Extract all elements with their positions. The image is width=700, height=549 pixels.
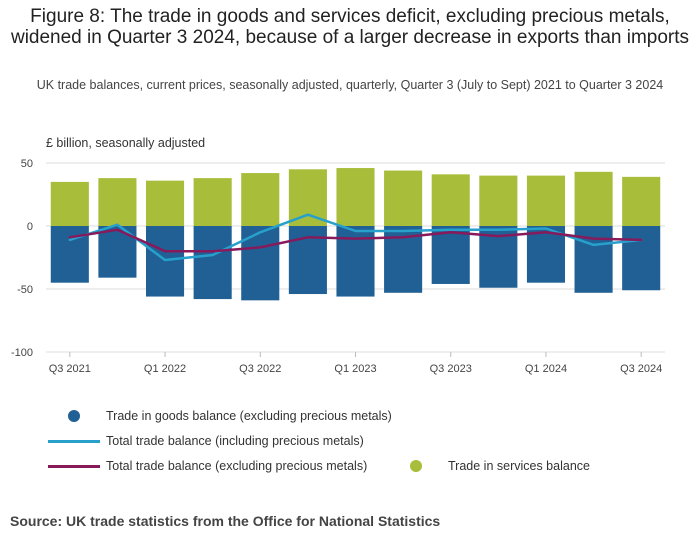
series-lines [68,213,643,262]
legend-swatch-services [410,460,422,472]
bar-services [50,181,89,226]
x-tick-label: Q3 2022 [239,363,281,375]
x-axis-ticks: Q3 2021 Q1 2022 Q3 2022 Q1 2023 Q3 2023 Q1 20… [49,352,662,375]
legend-item-total-incl: Total trade balance (including precious … [48,434,364,448]
bar-goods [526,226,566,283]
legend-swatch-total-incl [48,439,100,443]
bar-services [574,171,613,226]
legend-swatch-total-excl [48,464,100,468]
bar-services [622,176,661,226]
legend-item-services: Trade in services balance [410,459,590,473]
legend-label-goods: Trade in goods balance (excluding precio… [106,409,392,423]
y-tick-label: 50 [21,158,33,170]
x-tick-label: Q3 2021 [49,363,91,375]
bar-goods [145,226,185,297]
x-tick-label: Q1 2023 [334,363,376,375]
x-tick-label: Q1 2022 [144,363,186,375]
chart-plot: 500-50-100 Q3 2021 Q1 2022 Q3 2022 Q1 2023 Q… [11,158,665,375]
bar-services [479,175,518,226]
chart-subtitle: UK trade balances, current prices, seaso… [36,78,664,92]
bar-goods [193,226,232,300]
bar-goods [431,226,470,284]
y-axis-label: £ billion, seasonally adjusted [46,136,206,150]
bar-services [384,170,423,226]
y-tick-label: -50 [17,284,33,296]
bar-services [241,173,280,226]
bar-goods [336,226,375,297]
legend-label-total-excl: Total trade balance (excluding precious … [106,459,368,473]
y-tick-label: 0 [27,221,33,233]
source-note: Source: UK trade statistics from the Off… [10,513,441,529]
line-total-excl-precious [68,228,643,253]
y-tick-label: -100 [11,347,33,359]
bar-services [288,169,327,226]
bar-services [336,168,375,226]
bar-goods [241,226,280,301]
bar-services [145,180,185,226]
x-tick-label: Q3 2024 [620,363,662,375]
bar-goods [622,226,661,291]
y-axis-ticks: 50 0 -50 -100 [11,158,33,359]
legend-label-total-incl: Total trade balance (including precious … [106,434,364,448]
line-total-incl-precious [68,213,643,262]
chart-title: Figure 8: The trade in goods and service… [10,6,690,48]
legend-swatch-goods [68,410,80,422]
legend-item-goods: Trade in goods balance (excluding precio… [68,409,392,423]
x-tick-label: Q3 2023 [430,363,472,375]
bar-services [98,178,137,226]
bar-services [526,175,566,226]
legend-item-total-excl: Total trade balance (excluding precious … [48,459,367,473]
bar-services [431,174,470,226]
x-tick-label: Q1 2024 [525,363,567,375]
bar-services [193,178,232,226]
legend-label-services: Trade in services balance [448,459,590,473]
